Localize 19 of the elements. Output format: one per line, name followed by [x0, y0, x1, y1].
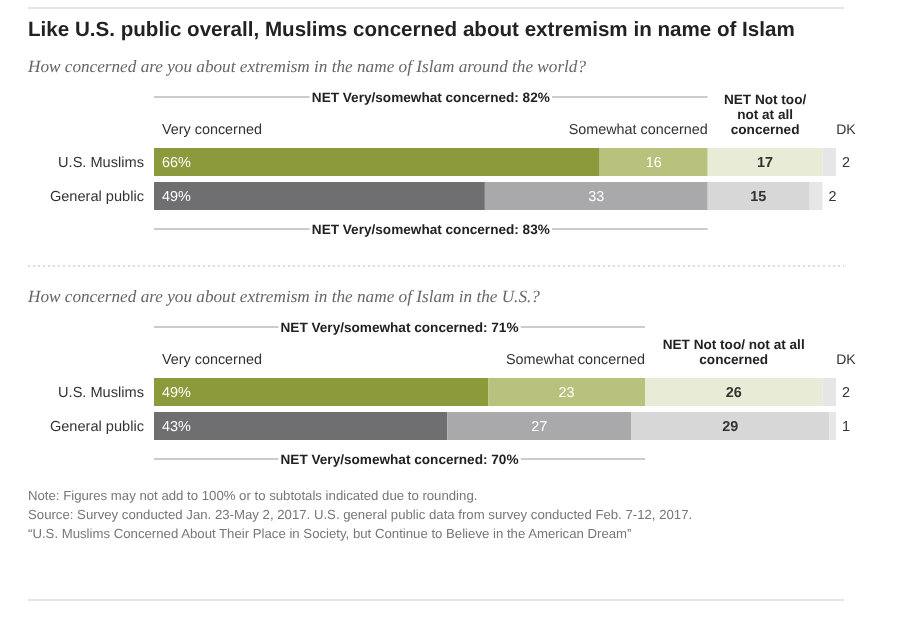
bar [154, 148, 600, 176]
bar [488, 378, 646, 406]
bar [822, 148, 836, 176]
bar [822, 378, 836, 406]
chart-subtitle: How concerned are you about extremism in the name of Islam around the world? [26, 56, 588, 76]
bar [808, 182, 823, 210]
chart-subtitle: How concerned are you about extremism in the name of Islam in the U.S.? [26, 286, 542, 306]
bar [447, 412, 632, 440]
bar [154, 182, 485, 210]
bar [707, 182, 809, 210]
bar [154, 378, 489, 406]
bar [707, 148, 823, 176]
bar [599, 148, 708, 176]
bar [645, 378, 823, 406]
bar [631, 412, 830, 440]
bar [829, 412, 836, 440]
chart-title: Like U.S. public overall, Muslims concerned about extremism in name of Islam [28, 20, 795, 42]
bar [154, 412, 448, 440]
bar [484, 182, 708, 210]
